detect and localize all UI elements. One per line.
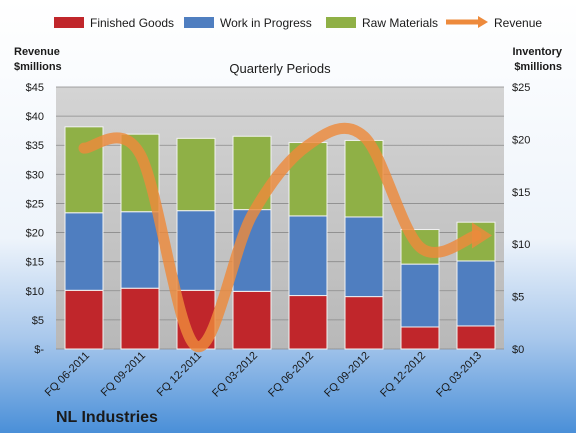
right-tick-label: $10 [512, 239, 530, 251]
bar-raw-materials [176, 137, 216, 212]
right-axis-title-line2: $millions [514, 61, 562, 73]
revenue-line [78, 122, 482, 352]
legend-arrow-revenue [478, 16, 488, 28]
left-tick-label: $30 [26, 169, 44, 181]
bar-finished-goods [64, 289, 104, 350]
bar-work-in-progress [176, 210, 216, 291]
bar-finished-goods [232, 290, 272, 350]
left-tick-label: $40 [26, 111, 44, 123]
bar-finished-goods [288, 295, 328, 350]
bar-work-in-progress [120, 211, 160, 289]
right-axis-ticks: $0 $5 $10 $15 $20 $25 [512, 82, 530, 356]
right-tick-label: $0 [512, 344, 524, 356]
bar-finished-goods [456, 325, 496, 350]
right-tick-label: $5 [512, 292, 524, 304]
revenue-line-group [78, 122, 492, 352]
left-axis-title-line2: $millions [14, 61, 62, 73]
bar-work-in-progress [344, 216, 384, 298]
right-tick-label: $20 [512, 134, 530, 146]
bar-work-in-progress [288, 215, 328, 297]
revenue-arrowhead [472, 222, 492, 249]
right-axis-title-line1: Inventory [512, 46, 562, 58]
bar-finished-goods [344, 296, 384, 350]
company-name: NL Industries [56, 409, 158, 426]
left-tick-label: $45 [26, 82, 44, 94]
legend-label-work-in-progress: Work in Progress [220, 16, 312, 30]
bar-work-in-progress [400, 263, 440, 328]
left-tick-label: $5 [32, 315, 44, 327]
bar-work-in-progress [64, 212, 104, 291]
legend: Finished Goods Work in Progress Raw Mate… [54, 16, 542, 30]
legend-swatch-raw-materials [326, 17, 356, 28]
right-tick-label: $25 [512, 82, 530, 94]
left-tick-label: $- [34, 344, 44, 356]
right-tick-label: $15 [512, 187, 530, 199]
left-tick-label: $35 [26, 140, 44, 152]
legend-label-finished-goods: Finished Goods [90, 16, 174, 30]
legend-swatch-work-in-progress [184, 17, 214, 28]
left-tick-label: $15 [26, 257, 44, 269]
left-axis-ticks: $- $5 $10 $15 $20 $25 $30 $35 $40 $45 [26, 82, 45, 356]
legend-label-revenue: Revenue [494, 16, 542, 30]
left-tick-label: $20 [26, 228, 44, 240]
legend-swatch-finished-goods [54, 17, 84, 28]
left-axis-title-line1: Revenue [14, 46, 60, 58]
bar-work-in-progress [456, 260, 496, 327]
legend-label-raw-materials: Raw Materials [362, 16, 438, 30]
chart-title: Quarterly Periods [229, 61, 331, 76]
bar-finished-goods [120, 287, 160, 350]
left-tick-label: $25 [26, 198, 44, 210]
left-tick-label: $10 [26, 286, 44, 298]
bar-finished-goods [400, 326, 440, 350]
